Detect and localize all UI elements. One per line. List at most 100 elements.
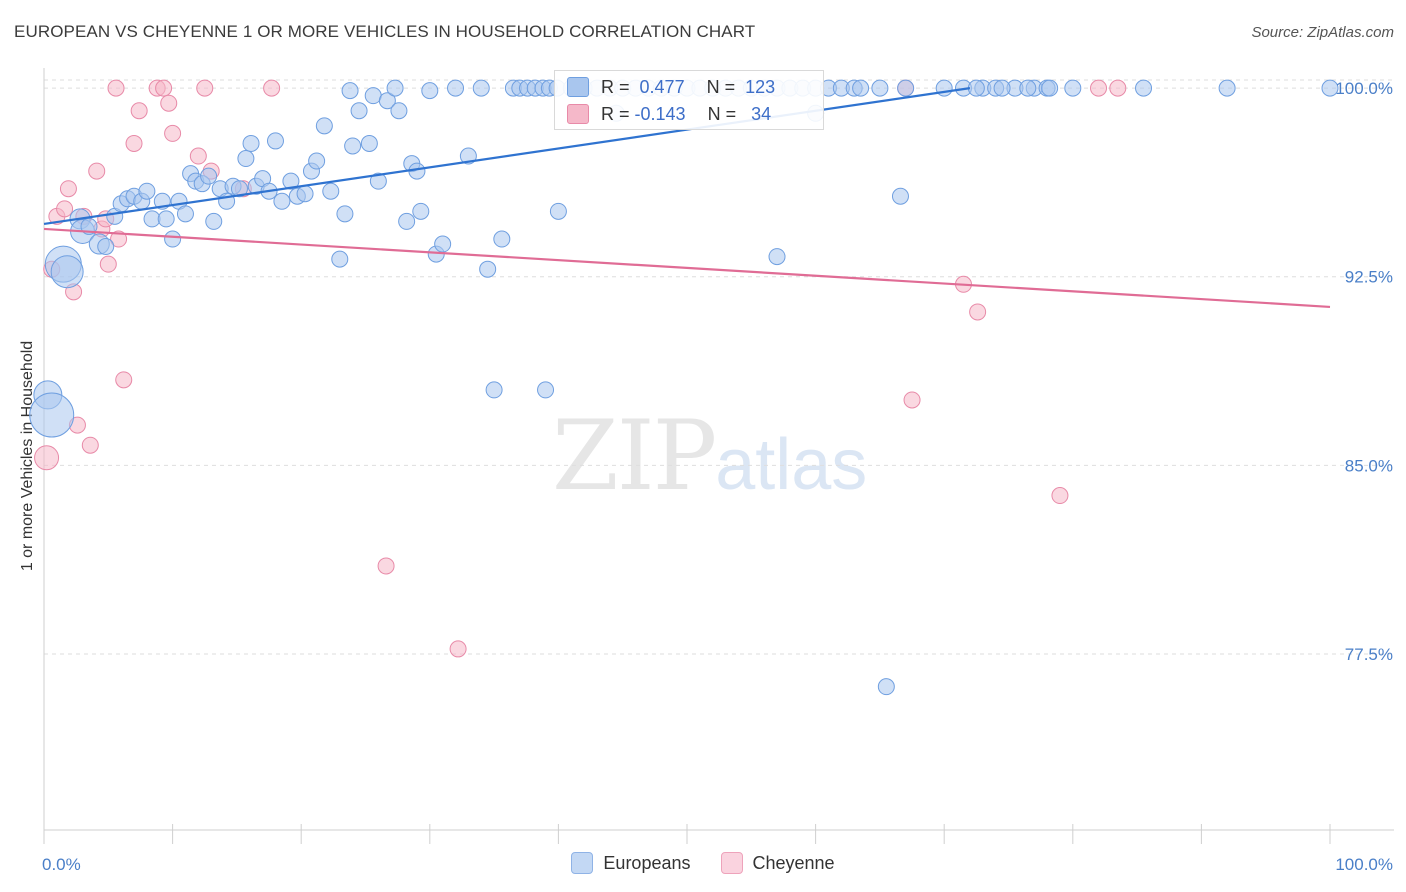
cheyenne-point [969,303,987,321]
cheyenne-point [155,79,173,97]
european-point [164,230,182,248]
cheyenne-point [130,102,148,120]
cheyenne-point [115,371,133,389]
european-point [341,82,359,100]
cheyenne-point [81,436,99,454]
legend-item-europeans[interactable]: Europeans [571,852,691,874]
european-point [378,92,396,110]
european-point [29,392,75,438]
european-point [344,137,362,155]
european-point [97,238,115,256]
cheyenne-swatch [567,104,589,124]
tick-labels: 77.5% 85.0% 92.5% 100.0% 0.0% 100.0% [42,79,1393,874]
european-point [897,79,915,97]
european-point [1218,79,1236,97]
european-point [296,185,314,203]
european-point [891,187,909,205]
european-point [364,87,382,105]
european-point [1041,79,1059,97]
european-point [1135,79,1153,97]
european-point [472,79,490,97]
european-point [369,172,387,190]
cheyenne-r-label: R = [601,103,630,124]
european-point [493,230,511,248]
european-point [315,117,333,135]
legend-label-europeans: Europeans [603,852,691,873]
european-stats-row: R = 0.477 N = 123 [567,74,775,100]
legend-swatch-europeans [571,852,594,874]
european-point [360,134,378,152]
european-point [336,205,354,223]
european-point [412,202,430,220]
european-point [157,210,175,228]
cheyenne-point [160,94,178,112]
european-trend-line [43,87,971,226]
european-point [1019,79,1037,97]
cheyenne-point [34,445,60,471]
european-point [282,172,300,190]
source-note: Source: ZipAtlas.com [1251,24,1394,41]
european-n-label: N = [706,76,736,97]
european-point [967,79,985,97]
legend-label-cheyenne: Cheyenne [752,852,835,873]
cheyenne-point [1090,79,1108,97]
cheyenne-r-value: -0.143 [634,103,686,124]
european-point [322,182,340,200]
x-tick-label-end: 100.0% [1335,855,1393,874]
european-r-label: R = [601,76,630,97]
european-point [237,150,255,168]
x-tick-label-start: 0.0% [42,855,81,874]
european-point [350,102,368,120]
european-point [386,79,404,97]
cheyenne-point [196,79,214,97]
european-point [871,79,889,97]
y-tick-label: 100.0% [1335,79,1393,98]
y-tick-label: 85.0% [1345,456,1393,475]
european-point [390,102,408,120]
legend-item-cheyenne[interactable]: Cheyenne [720,852,835,874]
correlation-box: R = 0.477 N = 123 R = -0.143 N = 34 [554,70,824,130]
legend-swatch-cheyenne [720,852,743,874]
european-point [200,167,218,185]
cheyenne-point [125,134,143,152]
european-point [273,192,291,210]
cheyenne-point [59,180,77,198]
european-point [549,202,567,220]
european-point [434,235,452,253]
european-n-value: 123 [745,76,776,97]
european-point [852,79,870,97]
european-point [485,381,503,399]
watermark-zip: ZIP [552,400,717,512]
european-point [1064,79,1082,97]
european-point [205,212,223,230]
cheyenne-point [903,391,921,409]
european-swatch [567,77,589,97]
european-point [479,260,497,278]
european-point [1321,79,1339,97]
european-point [308,152,326,170]
cheyenne-point [189,147,207,165]
european-point [447,79,465,97]
european-point [398,212,416,230]
european-point [877,678,895,696]
cheyenne-point [56,200,74,218]
european-point [537,381,555,399]
cheyenne-point [110,230,128,248]
european-point [421,82,439,100]
european-point [138,182,156,200]
european-point [143,210,161,228]
cheyenne-point [99,255,117,273]
cheyenne-point [1051,487,1069,505]
european-point [331,250,349,268]
legend: Europeans Cheyenne [0,852,1406,874]
european-point [266,132,284,150]
european-point [230,180,248,198]
european-point [242,134,260,152]
cheyenne-n-label: N = [707,103,737,124]
european-point [176,205,194,223]
cheyenne-point [1109,79,1127,97]
cheyenne-point [107,79,125,97]
european-point [993,79,1011,97]
cheyenne-point [164,124,182,142]
cheyenne-stats-row: R = -0.143 N = 34 [567,101,771,127]
